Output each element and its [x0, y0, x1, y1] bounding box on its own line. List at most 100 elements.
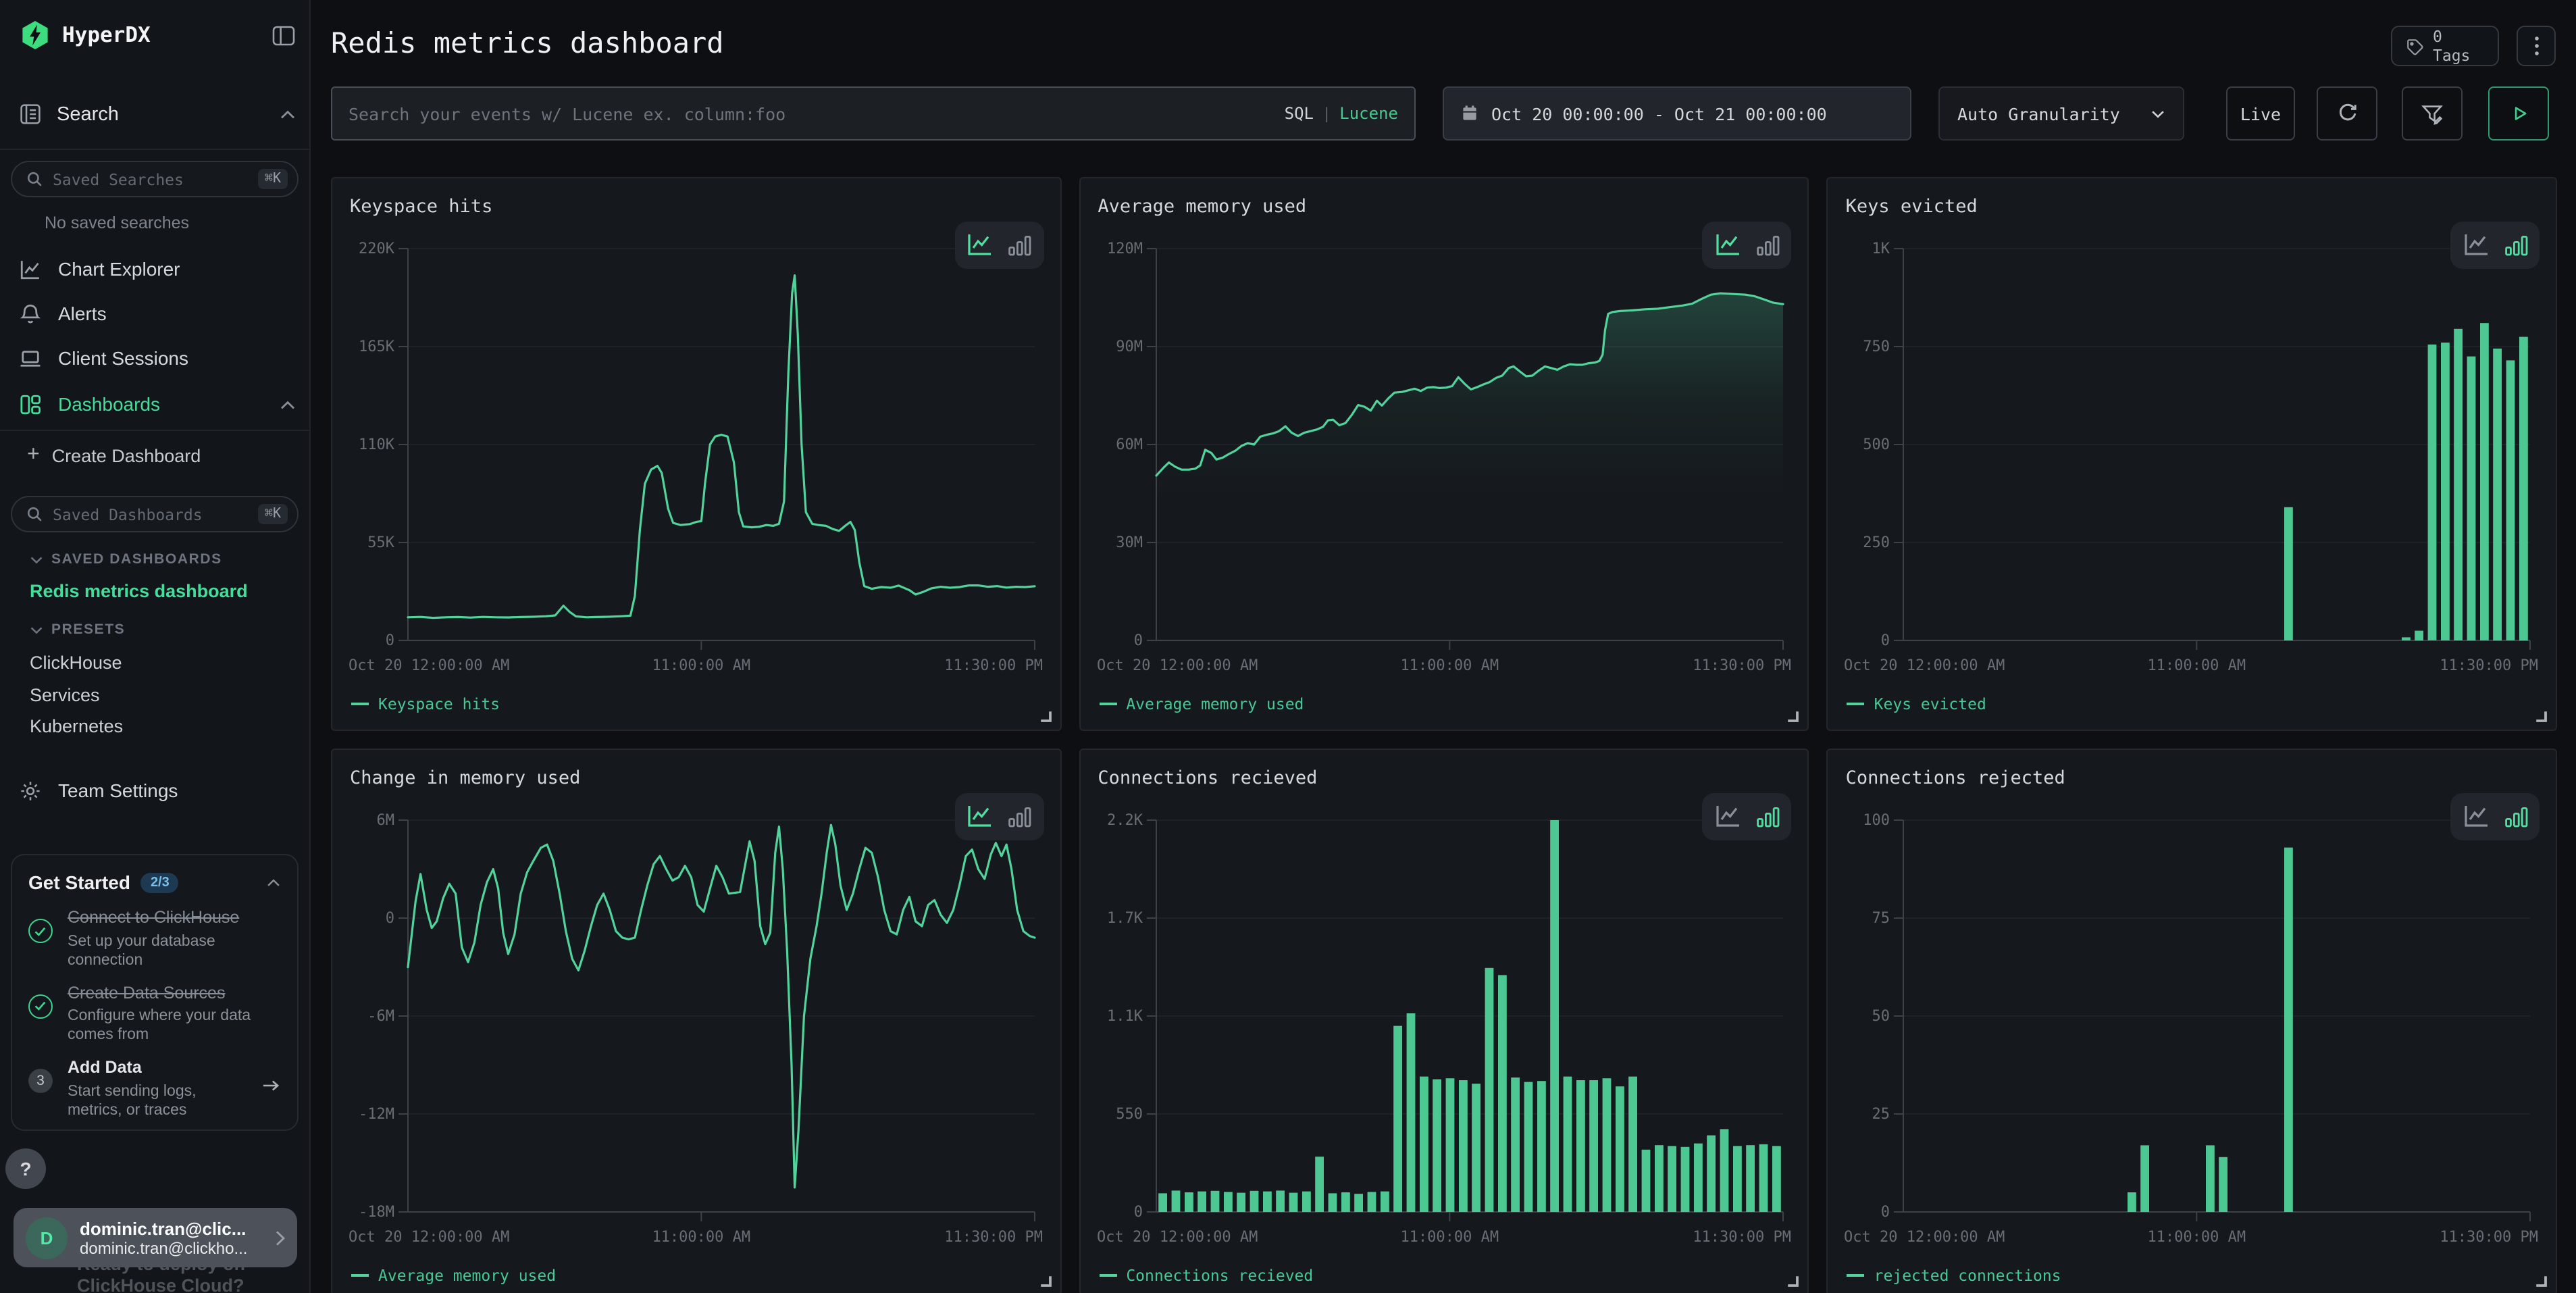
section-presets[interactable]: PRESETS: [30, 622, 296, 638]
preset-item-kubernetes[interactable]: Kubernetes: [30, 716, 124, 736]
sql-mode-toggle[interactable]: SQL: [1284, 104, 1314, 123]
panel-resize-handle[interactable]: [1786, 1274, 1800, 1288]
sidebar-item-client-sessions[interactable]: Client Sessions: [19, 340, 296, 376]
line-mode-toggle-icon[interactable]: [966, 232, 994, 258]
bar-mode-toggle-icon[interactable]: [1008, 233, 1032, 257]
legend-item[interactable]: rejected connections: [1847, 1266, 2061, 1285]
legend-item[interactable]: Keyspace hits: [351, 694, 500, 713]
svg-text:90M: 90M: [1116, 338, 1143, 355]
panel-title: Connections rejected: [1845, 767, 2065, 789]
chart-type-toggle[interactable]: [2450, 222, 2540, 269]
chart-canvas[interactable]: 0 550 1.1K 1.7K 2.2K Oct 20 12:00:00 AM 11:00:…: [1096, 804, 1793, 1258]
shortcut-badge: ⌘K: [257, 169, 288, 189]
sidebar-item-alerts[interactable]: Alerts: [19, 296, 296, 331]
svg-text:11:30:00 PM: 11:30:00 PM: [944, 1229, 1043, 1246]
line-mode-toggle-icon[interactable]: [2462, 232, 2490, 258]
chart-canvas[interactable]: 0 55K 110K 165K 220K Oct 20 12:00:00 AM 11:00:…: [349, 232, 1046, 686]
filter-icon: [2421, 105, 2443, 124]
bar-mode-toggle-icon[interactable]: [1008, 805, 1032, 829]
sidebar-item-search[interactable]: Search: [19, 103, 296, 126]
legend-item[interactable]: Average memory used: [351, 1266, 556, 1285]
more-options-button[interactable]: [2517, 26, 2556, 66]
panel-resize-handle[interactable]: [1038, 1274, 1052, 1288]
legend-item[interactable]: Average memory used: [1099, 694, 1304, 713]
sidebar-item-team-settings[interactable]: Team Settings: [19, 773, 296, 808]
chevron-up-icon[interactable]: [280, 103, 296, 125]
get-started-step-sources[interactable]: Create Data Sources Configure where your…: [28, 983, 281, 1044]
panel-resize-handle[interactable]: [2534, 709, 2548, 723]
sidebar-collapse-icon[interactable]: [272, 24, 296, 47]
preset-item-services[interactable]: Services: [30, 685, 100, 705]
get-started-step-add-data[interactable]: 3 Add Data Start sending logs, metrics, …: [28, 1059, 281, 1120]
panel-resize-handle[interactable]: [1786, 709, 1800, 723]
svg-text:6M: 6M: [377, 812, 395, 829]
arrow-right-icon[interactable]: [261, 1077, 281, 1101]
tags-button[interactable]: 0 Tags: [2391, 26, 2499, 66]
chart-canvas[interactable]: 0 250 500 750 1K Oct 20 12:00:00 AM 11:00:00 A…: [1845, 232, 2542, 686]
bar-mode-toggle-icon[interactable]: [2504, 805, 2528, 829]
panel-resize-handle[interactable]: [2534, 1274, 2548, 1288]
get-started-step-connect[interactable]: Connect to ClickHouse Set up your databa…: [28, 908, 281, 969]
line-mode-toggle-icon[interactable]: [1714, 232, 1743, 258]
chevron-up-icon[interactable]: [266, 870, 281, 894]
saved-searches-input[interactable]: [53, 170, 249, 188]
chart-type-toggle[interactable]: [954, 793, 1044, 840]
chart-type-toggle[interactable]: [1702, 793, 1792, 840]
chart-canvas[interactable]: 6M 0 -6M -12M -18M Oct 20 12:00:00 AM 11:00:00…: [349, 804, 1046, 1258]
panel-resize-handle[interactable]: [1038, 709, 1052, 723]
svg-text:-12M: -12M: [359, 1106, 394, 1123]
refresh-button[interactable]: [2317, 86, 2377, 141]
help-button[interactable]: ?: [5, 1148, 46, 1189]
refresh-icon: [2338, 103, 2356, 121]
chart-type-toggle[interactable]: [954, 222, 1044, 269]
section-saved-dashboards[interactable]: SAVED DASHBOARDS: [30, 551, 296, 567]
preset-item-clickhouse[interactable]: ClickHouse: [30, 653, 122, 673]
sidebar-item-dashboards[interactable]: Dashboards: [19, 386, 296, 422]
chevron-down-icon: [30, 556, 43, 563]
chart-type-toggle[interactable]: [2450, 793, 2540, 840]
lucene-mode-toggle[interactable]: Lucene: [1339, 104, 1398, 123]
saved-dashboards-input[interactable]: [53, 505, 249, 524]
sidebar-item-chart-explorer[interactable]: Chart Explorer: [19, 251, 296, 286]
gear-icon: [19, 779, 42, 802]
legend-item[interactable]: Keys evicted: [1847, 694, 1986, 713]
granularity-select[interactable]: Auto Granularity: [1938, 86, 2184, 141]
chart-canvas[interactable]: 0 30M 60M 90M 120M Oct 20 12:00:00 AM 11:00:00…: [1096, 232, 1793, 686]
svg-text:110K: 110K: [359, 436, 395, 453]
create-dashboard-button[interactable]: + Create Dashboard: [27, 444, 296, 466]
kebab-menu-icon: [2534, 36, 2538, 55]
dashboard-item-redis-metrics[interactable]: Redis metrics dashboard: [30, 581, 248, 601]
date-range-value: Oct 20 00:00:00 - Oct 21 00:00:00: [1491, 103, 1827, 124]
bar-mode-toggle-icon[interactable]: [2504, 233, 2528, 257]
line-mode-toggle-icon[interactable]: [2462, 804, 2490, 830]
chart-canvas[interactable]: 0 25 50 75 100 Oct 20 12:00:00 AM 11:00:00 AM 1…: [1845, 804, 2542, 1258]
svg-text:1.1K: 1.1K: [1106, 1008, 1143, 1025]
events-search-input[interactable]: [349, 103, 1274, 124]
create-dashboard-label: Create Dashboard: [51, 445, 201, 465]
bar-mode-toggle-icon[interactable]: [1756, 233, 1780, 257]
chart-type-toggle[interactable]: [1702, 222, 1792, 269]
journal-icon: [19, 103, 42, 126]
live-button[interactable]: Live: [2226, 86, 2295, 141]
filters-button[interactable]: [2402, 86, 2463, 141]
chevron-up-icon[interactable]: [280, 393, 296, 415]
svg-text:Oct 20 12:00:00 AM: Oct 20 12:00:00 AM: [1096, 1229, 1257, 1246]
svg-text:11:30:00 PM: 11:30:00 PM: [1693, 657, 1791, 674]
line-mode-toggle-icon[interactable]: [966, 804, 994, 830]
bar-mode-toggle-icon[interactable]: [1756, 805, 1780, 829]
user-menu[interactable]: D dominic.tran@clic... dominic.tran@clic…: [14, 1208, 297, 1267]
svg-text:500: 500: [1863, 436, 1890, 453]
date-range-picker[interactable]: Oct 20 00:00:00 - Oct 21 00:00:00: [1443, 86, 1911, 141]
svg-text:11:00:00 AM: 11:00:00 AM: [652, 1229, 750, 1246]
events-search-bar[interactable]: SQL | Lucene: [331, 86, 1416, 141]
svg-text:Oct 20 12:00:00 AM: Oct 20 12:00:00 AM: [1845, 657, 2005, 674]
saved-dashboards-search[interactable]: ⌘K: [11, 496, 299, 532]
divider: [0, 149, 309, 150]
saved-searches-search[interactable]: ⌘K: [11, 161, 299, 197]
panel-change-in-memory-used: Change in memory used 6M 0 -6M -12M -18M Oct …: [331, 749, 1062, 1293]
legend-item[interactable]: Connections recieved: [1099, 1266, 1313, 1285]
run-query-button[interactable]: [2488, 86, 2549, 141]
svg-text:1.7K: 1.7K: [1106, 910, 1143, 927]
line-mode-toggle-icon[interactable]: [1714, 804, 1743, 830]
user-email-primary: dominic.tran@clic...: [80, 1218, 247, 1238]
